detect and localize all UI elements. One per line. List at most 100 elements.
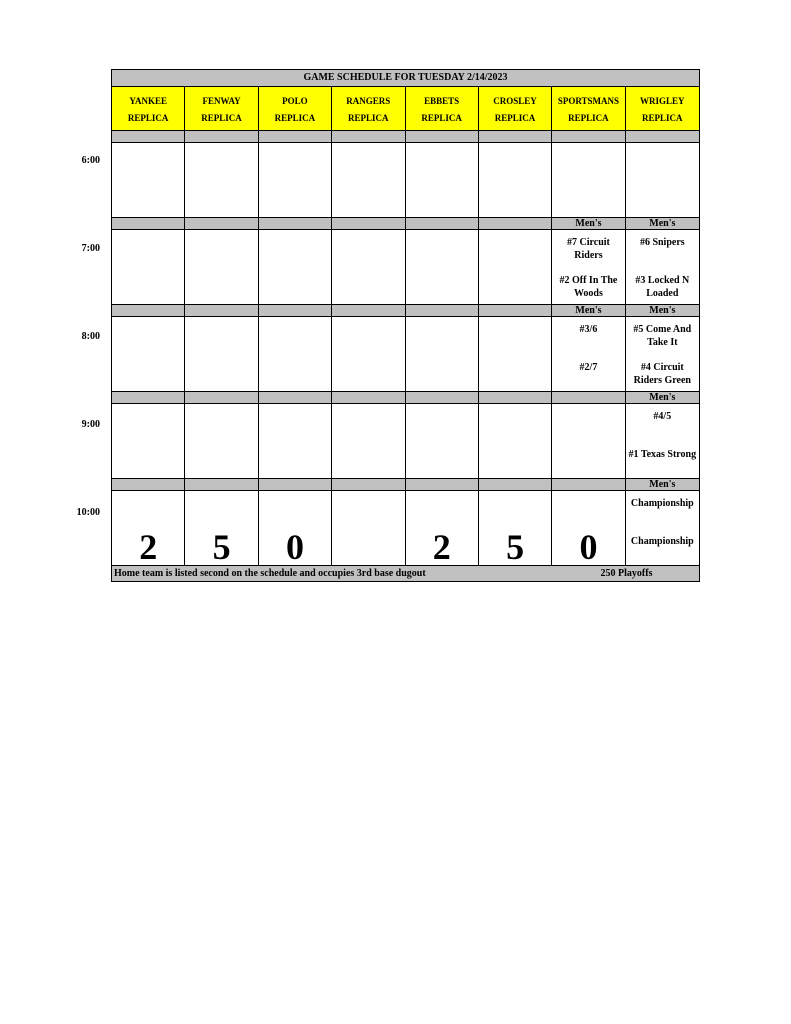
team-bottom: #2 Off In The Woods [559,275,618,299]
game-cell [478,143,553,218]
time-label: 9:00 [81,419,100,430]
division-band [258,479,333,491]
division-band [478,131,553,143]
game-cell [185,404,259,479]
division-band [185,305,259,317]
team-top: #3/6 [579,324,598,335]
game-cell [405,230,479,305]
division-band [185,392,259,404]
big-digit: 5 [212,527,231,567]
field-header: WRIGLEY REPLICA [625,87,699,131]
game-cell [405,404,479,479]
time-label: 8:00 [81,331,100,342]
field-name: EBBETS [424,96,460,106]
game-cell [258,317,333,392]
field-subtitle: REPLICA [201,113,242,123]
division-band: Men's [625,479,699,491]
time-slot-row: #7 Circuit Riders #2 Off In The Woods #6 S… [112,230,699,305]
game-cell [332,143,406,218]
division-band [478,218,553,230]
big-digit: 0 [285,527,304,567]
game-cell [405,317,479,392]
game-cell: #3/6 #2/7 [552,317,626,392]
division-band [552,392,626,404]
team-bottom: #2/7 [579,362,598,373]
big-digit: 2 [139,527,158,567]
big-digit: 0 [579,527,598,567]
team-bottom: Championship [630,536,694,547]
field-subtitle: REPLICA [274,113,316,123]
field-subtitle: REPLICA [421,113,462,123]
game-cell: 2 [112,491,186,567]
division-band [405,131,479,143]
division-band [112,479,186,491]
division-band [112,131,186,143]
field-name: WRIGLEY [640,96,685,106]
division-band [405,479,479,491]
game-cell [625,143,699,218]
time-label: 10:00 [76,507,100,518]
division-band [405,218,479,230]
time-slot-row: #4/5 #1 Texas Strong [112,404,699,479]
game-cell [332,491,406,566]
big-digit: 2 [432,527,451,567]
field-header: YANKEE REPLICA [112,87,186,131]
game-cell [332,230,406,305]
time-slot-row: #3/6 #2/7 #5 Come And Take It #4 Circuit Ri… [112,317,699,392]
game-cell [552,143,626,218]
field-subtitle: REPLICA [568,113,609,123]
footer-note: Home team is listed second on the schedu… [114,568,426,579]
field-name: YANKEE [129,96,168,106]
division-band [478,305,553,317]
game-cell: 5 [478,491,553,567]
game-cell: 0 [258,491,333,567]
division-band [258,392,333,404]
game-cell: #7 Circuit Riders #2 Off In The Woods [552,230,626,305]
game-cell: #4/5 #1 Texas Strong [625,404,699,479]
game-cell [478,317,553,392]
game-cell [112,317,186,392]
division-band [625,131,699,143]
game-cell [552,404,626,479]
division-band [112,305,186,317]
game-cell [185,317,259,392]
division-band [258,305,333,317]
game-cell [112,404,186,479]
schedule-table: GAME SCHEDULE FOR TUESDAY 2/14/2023 YANK… [111,69,700,582]
game-cell [405,143,479,218]
game-cell [112,143,186,218]
division-band [185,131,259,143]
big-digit: 5 [506,527,525,567]
footer-row: Home team is listed second on the schedu… [112,566,699,581]
division-band [112,218,186,230]
division-band [258,131,333,143]
game-cell [332,404,406,479]
game-cell [478,404,553,479]
division-band [332,218,406,230]
band-row: Men's Men's [112,305,699,317]
field-header-row: YANKEE REPLICA FENWAY REPLICA POLO REPLICA RAN… [112,87,699,131]
game-cell: 0 [552,491,626,567]
game-cell [185,230,259,305]
band-row: Men's [112,392,699,404]
division-band [478,392,553,404]
footer-label: 250 Playoffs [600,568,653,579]
division-band [478,479,553,491]
field-name: CROSLEY [493,96,537,106]
division-band [258,218,333,230]
team-top: #6 Snipers [639,237,685,248]
time-label: 7:00 [81,243,100,254]
division-band: Men's [552,305,626,317]
game-cell: #5 Come And Take It #4 Circuit Riders Gre… [625,317,699,392]
time-slot-row: 2 5 0 2 5 0 Championship Championship [112,491,699,567]
game-cell: #6 Snipers #3 Locked N Loaded [625,230,699,305]
game-cell: Championship Championship [625,491,699,566]
field-subtitle: REPLICA [348,113,389,123]
division-band [332,305,406,317]
division-band [332,479,406,491]
field-name: RANGERS [346,96,391,106]
division-band [405,392,479,404]
division-band [332,392,406,404]
field-header: CROSLEY REPLICA [478,87,553,131]
field-header: POLO REPLICA [258,87,333,131]
